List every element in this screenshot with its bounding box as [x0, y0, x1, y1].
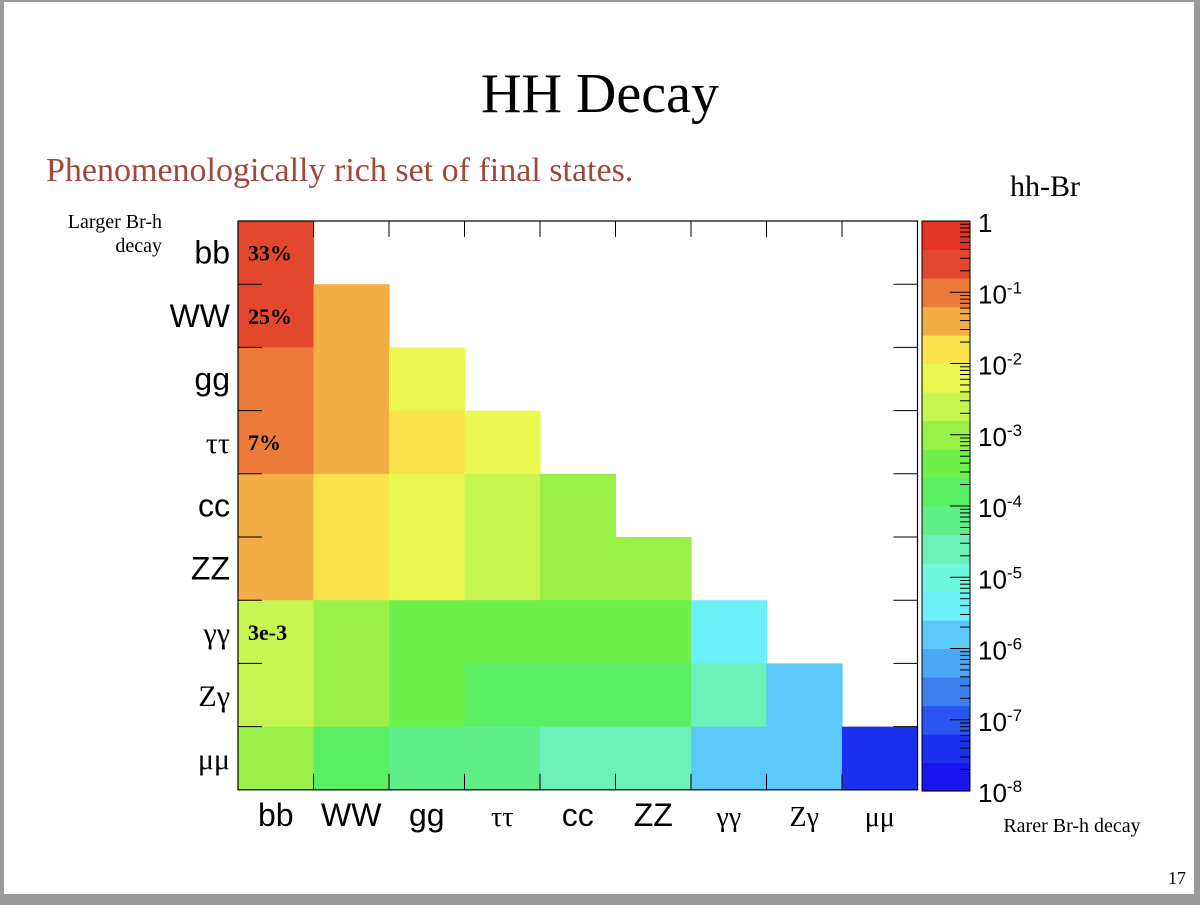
colorbar-label: 10-1: [978, 278, 1022, 309]
page-number: 17: [1168, 868, 1186, 888]
y-tick-label: γγ: [202, 617, 230, 650]
heatmap-cell: [313, 473, 390, 538]
colorbar-step: [922, 534, 970, 564]
heatmap-cell: [389, 663, 466, 728]
heatmap-cell: [464, 600, 541, 664]
heatmap-cell: [615, 726, 692, 791]
y-axis-title: Larger Br-h: [68, 211, 162, 233]
heatmap-cell: [313, 600, 390, 664]
heatmap-cell: [615, 663, 692, 728]
heatmap-cell: [464, 726, 541, 791]
colorbar-step: [922, 335, 970, 365]
heatmap-cell: [540, 600, 617, 664]
colorbar-step: [922, 620, 970, 650]
heatmap-cell: [766, 663, 843, 728]
colorbar-step: [922, 221, 970, 251]
cell-annotation: 25%: [248, 304, 292, 329]
heatmap-cell: [540, 663, 617, 728]
heatmap-cell: [389, 600, 466, 664]
slide-title: HH Decay: [481, 63, 719, 125]
heatmap-cell: [389, 410, 466, 475]
y-tick-label: Zγ: [198, 680, 230, 713]
heatmap-cell: [464, 537, 541, 601]
colorbar-step: [922, 506, 970, 536]
heatmap-cell: [238, 473, 315, 538]
colorbar-label: 10-5: [978, 563, 1022, 594]
heatmap-cell: [691, 663, 768, 728]
heatmap-cell: [313, 347, 390, 412]
heatmap-cell: [464, 663, 541, 728]
heatmap-cell: [238, 221, 315, 285]
heatmap-cell: [766, 726, 843, 791]
heatmap-cell: [238, 410, 315, 475]
y-tick-label: μμ: [198, 743, 230, 776]
colorbar-step: [922, 677, 970, 707]
x-axis-title: Rarer Br-h decay: [1003, 815, 1140, 837]
x-tick-label: γγ: [715, 802, 741, 833]
colorbar-label: 10-6: [978, 635, 1022, 666]
heatmap-cell: [389, 726, 466, 791]
x-tick-label: bb: [258, 797, 294, 833]
x-tick-label: ZZ: [634, 797, 673, 833]
cell-annotation: 3e-3: [248, 620, 287, 645]
heatmap-cell: [691, 600, 768, 664]
heatmap-cell: [313, 663, 390, 728]
colorbar-label: 10-7: [978, 706, 1022, 737]
heatmap-cell: [313, 284, 390, 348]
colorbar-step: [922, 477, 970, 507]
colorbar-label: 10-8: [978, 777, 1022, 808]
heatmap-cell: [540, 537, 617, 601]
y-tick-label: gg: [194, 361, 230, 397]
heatmap-cell: [389, 537, 466, 601]
colorbar-step: [922, 363, 970, 393]
y-tick-label: WW: [170, 298, 231, 334]
heatmap-cell: [238, 600, 315, 664]
colorbar-label: 10-3: [978, 421, 1022, 452]
x-tick-label: gg: [409, 797, 445, 833]
colorbar-step: [922, 762, 970, 792]
colorbar-label: 10-4: [978, 492, 1022, 523]
heatmap-cell: [238, 663, 315, 728]
x-tick-label: ττ: [491, 802, 514, 833]
cell-annotation: 33%: [248, 241, 292, 266]
y-axis-title: decay: [115, 235, 162, 257]
y-tick-label: bb: [194, 235, 230, 271]
heatmap-cell: [842, 726, 919, 791]
heatmap-cell: [313, 410, 390, 475]
heatmap-cell: [464, 473, 541, 538]
y-tick-label: cc: [198, 487, 230, 523]
heatmap-cell: [615, 600, 692, 664]
y-tick-label: ZZ: [191, 551, 230, 587]
y-tick-label: ττ: [206, 427, 230, 460]
heatmap-cell: [238, 726, 315, 791]
heatmap-cell: [389, 347, 466, 412]
heatmap-cell: [615, 537, 692, 601]
colorbar-label: 10-2: [978, 350, 1022, 381]
heatmap-cell: [464, 410, 541, 475]
heatmap-cell: [540, 726, 617, 791]
x-tick-label: cc: [562, 797, 594, 833]
cell-annotation: 7%: [248, 430, 281, 455]
colorbar-step: [922, 392, 970, 422]
heatmap-cell: [238, 347, 315, 412]
x-tick-label: μμ: [865, 802, 895, 833]
heatmap-cell: [313, 726, 390, 791]
heatmap-cell: [313, 537, 390, 601]
x-tick-label: Zγ: [790, 802, 819, 833]
plot-frame: [237, 220, 919, 791]
heatmap-cell: [540, 473, 617, 538]
colorbar-step: [922, 648, 970, 678]
heatmap-cell: [238, 284, 315, 348]
heatmap-cell: [238, 537, 315, 601]
colorbar-title: hh-Br: [1010, 170, 1080, 203]
colorbar-step: [922, 249, 970, 279]
x-tick-label: WW: [321, 797, 382, 833]
slide-subtitle: Phenomenologically rich set of final sta…: [46, 152, 634, 189]
heatmap-cell: [691, 726, 768, 791]
heatmap-cell: [389, 473, 466, 538]
colorbar-label: 1: [978, 208, 992, 238]
